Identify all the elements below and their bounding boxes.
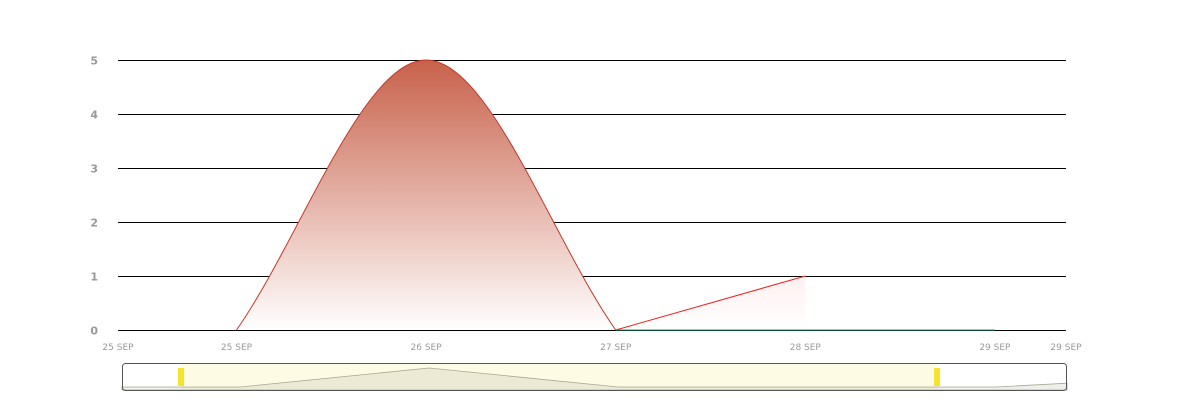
y-tick-label: 0 (90, 325, 98, 338)
series-layer (236, 59, 995, 331)
series-1-line (615, 275, 806, 331)
y-tick-label: 1 (90, 271, 98, 284)
x-tick-label: 27 SEP (600, 343, 632, 353)
x-tick-label: 26 SEP (411, 343, 443, 353)
y-tick-label: 3 (90, 163, 98, 176)
navigator-selection[interactable] (181, 364, 938, 390)
y-axis-labels: 0 1 2 3 4 5 (90, 55, 98, 338)
x-axis-labels: 25 SEP 25 SEP 26 SEP 27 SEP 28 SEP 29 SEP 29 S… (102, 343, 1082, 353)
navigator-left-handle[interactable] (178, 368, 185, 386)
x-tick-label: 25 SEP (102, 343, 134, 353)
grid-lines (118, 60, 1066, 331)
x-tick-label: 28 SEP (790, 343, 822, 353)
range-navigator[interactable] (121, 363, 1068, 391)
navigator-outline (122, 363, 1067, 391)
x-tick-label: 25 SEP (221, 343, 253, 353)
y-tick-label: 4 (90, 109, 98, 122)
navigator-right-handle[interactable] (934, 368, 941, 386)
y-tick-label: 5 (90, 55, 98, 68)
series-0-area (236, 60, 616, 330)
y-tick-label: 2 (90, 217, 98, 230)
x-tick-label: 29 SEP (979, 343, 1011, 353)
series-0-line (236, 59, 617, 331)
x-tick-label: 29 SEP (1050, 343, 1082, 353)
